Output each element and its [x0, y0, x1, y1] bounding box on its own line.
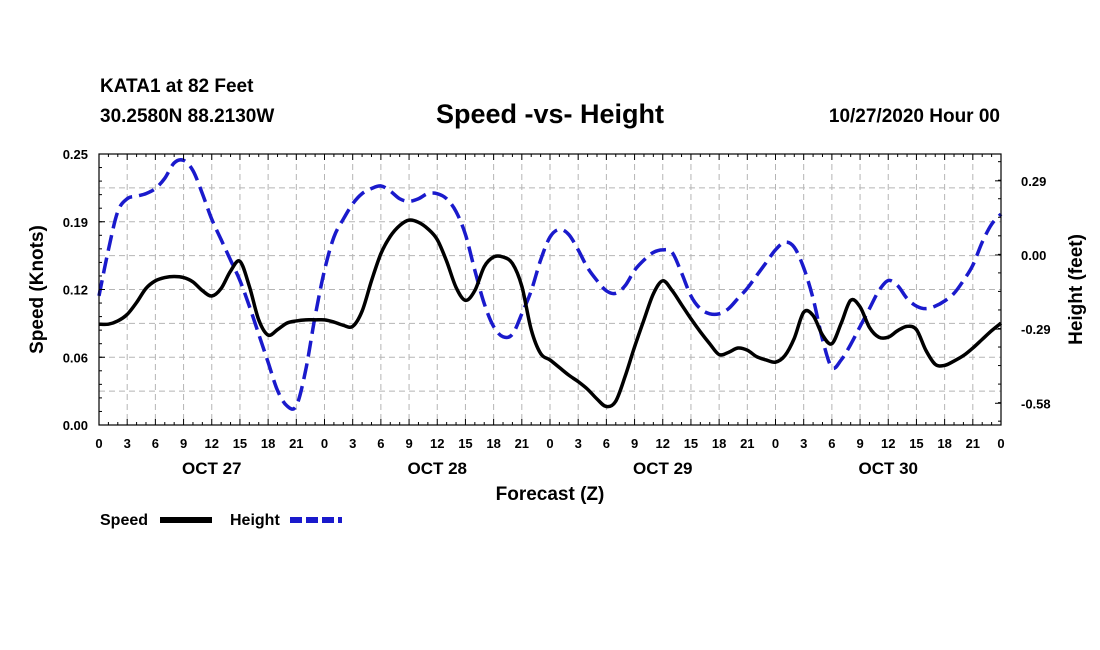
date-label: OCT 27 [182, 459, 242, 478]
x-tick-label: 18 [261, 436, 275, 451]
x-tick-label: 0 [546, 436, 553, 451]
x-tick-label: 0 [95, 436, 102, 451]
legend-speed-label: Speed [100, 512, 148, 529]
x-tick-label: 21 [966, 436, 980, 451]
x-tick-label: 0 [321, 436, 328, 451]
grid-lines [99, 154, 1001, 425]
x-tick-label: 21 [515, 436, 529, 451]
x-tick-label: 15 [909, 436, 923, 451]
x-tick-label: 18 [486, 436, 500, 451]
legend: Speed Height [100, 512, 342, 529]
y-right-tick-label: -0.29 [1021, 322, 1051, 337]
y-left-tick-label: 0.12 [63, 283, 88, 298]
x-tick-label: 9 [631, 436, 638, 451]
date-label: OCT 29 [633, 459, 693, 478]
x-tick-label: 12 [656, 436, 670, 451]
station-label: KATA1 at 82 Feet [100, 76, 254, 97]
y-left-tick-label: 0.25 [63, 147, 88, 162]
series-line-speed [98, 218, 1003, 409]
x-tick-label: 15 [684, 436, 698, 451]
y-left-tick-label: 0.00 [63, 418, 88, 433]
y-left-tick-label: 0.19 [63, 215, 88, 230]
chart-title: Speed -vs- Height [435, 99, 665, 129]
date-label: OCT 28 [407, 459, 467, 478]
x-tick-label: 3 [124, 436, 131, 451]
x-tick-label: 6 [603, 436, 610, 451]
y-right-tick-label: 0.00 [1021, 248, 1046, 263]
x-tick-label: 3 [575, 436, 582, 451]
y-right-tick-label: 0.29 [1021, 174, 1046, 189]
y-axis-right-title: Height (feet) [1066, 234, 1087, 345]
legend-height-label: Height [230, 512, 280, 529]
x-tick-label: 21 [289, 436, 303, 451]
x-tick-label: 15 [458, 436, 472, 451]
x-tick-label: 9 [180, 436, 187, 451]
x-tick-label: 12 [881, 436, 895, 451]
x-tick-label: 0 [997, 436, 1004, 451]
series-line-height [97, 158, 1003, 411]
x-tick-label: 21 [740, 436, 754, 451]
x-tick-label: 0 [772, 436, 779, 451]
y-left-tick-label: 0.06 [63, 350, 88, 365]
x-tick-label: 9 [856, 436, 863, 451]
x-tick-label: 6 [828, 436, 835, 451]
x-tick-label: 12 [430, 436, 444, 451]
x-tick-label: 3 [349, 436, 356, 451]
x-axis-title: Forecast (Z) [496, 484, 605, 505]
forecast-datetime: 10/27/2020 Hour 00 [828, 106, 1000, 127]
y-axis-left-title: Speed (Knots) [27, 225, 48, 354]
x-tick-label: 18 [712, 436, 726, 451]
x-tick-label: 6 [377, 436, 384, 451]
x-tick-label: 12 [205, 436, 219, 451]
x-tick-label: 6 [152, 436, 159, 451]
axis-ticks: 0 3 6 9 12 15 18 21 0 3 6 9 12 15 18 21 0 3 6 9 12 15 18 21 0 3 6 9… [63, 147, 1051, 478]
series-layer [97, 158, 1003, 411]
date-label: OCT 30 [858, 459, 918, 478]
y-right-tick-label: -0.58 [1021, 396, 1051, 411]
x-tick-label: 18 [937, 436, 951, 451]
x-tick-label: 3 [800, 436, 807, 451]
coordinates-label: 30.2580N 88.2130W [100, 106, 275, 127]
x-tick-label: 9 [405, 436, 412, 451]
x-tick-label: 15 [233, 436, 247, 451]
